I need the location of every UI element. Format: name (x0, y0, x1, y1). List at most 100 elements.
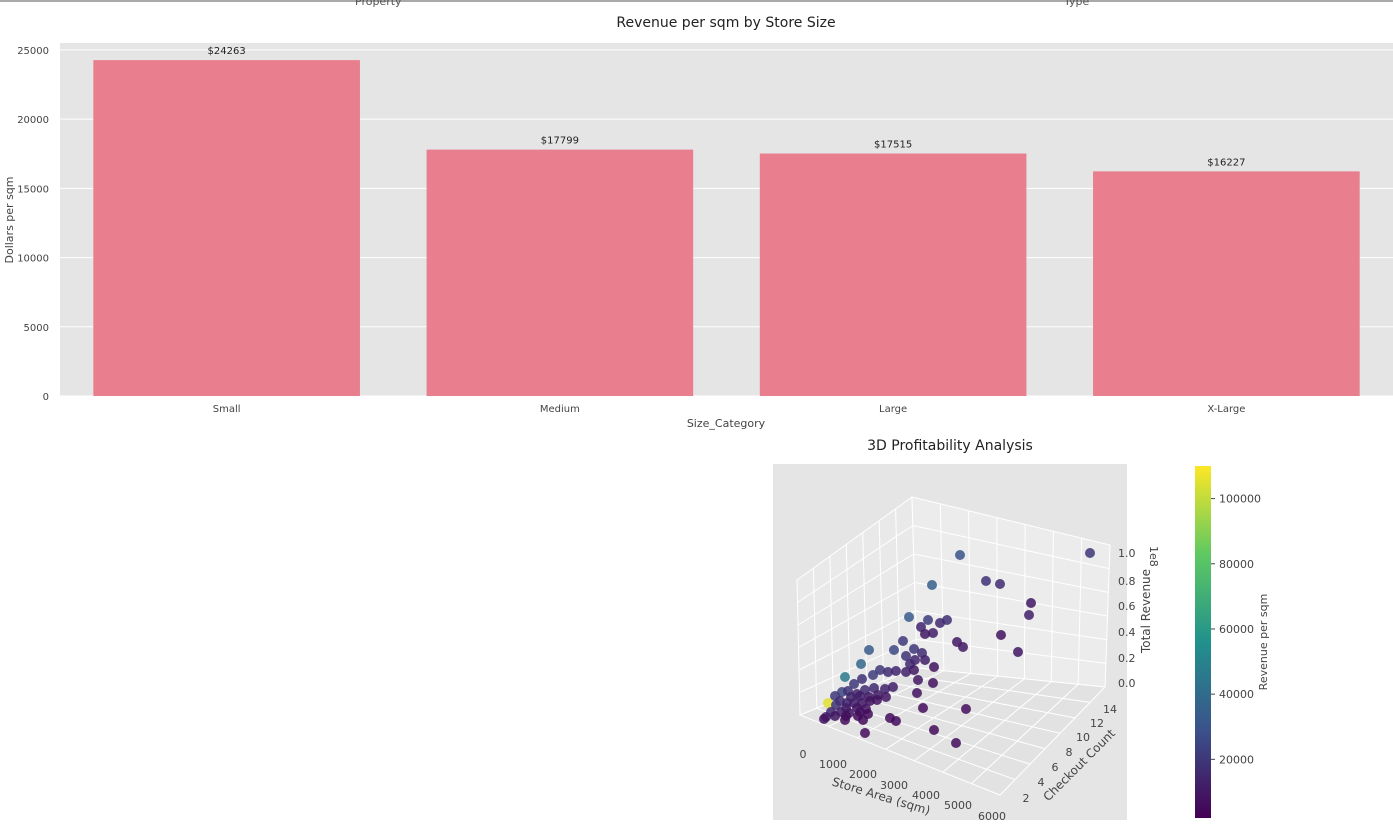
scatter-point (935, 618, 945, 628)
bar-x-tick-label: X-Large (1207, 404, 1245, 415)
pane-gridline (885, 675, 998, 750)
scatter-point (929, 662, 939, 672)
scatter-point (872, 695, 882, 705)
scatter-point (909, 665, 919, 675)
bar-x-tick-label: Medium (540, 404, 580, 415)
y-tick: 10 (1076, 731, 1090, 744)
scatter-point (831, 700, 841, 710)
scatter-point (1026, 598, 1036, 608)
bar-y-ticks: 0 5000 10000 15000 20000 25000 (17, 46, 49, 403)
scatter-point (875, 665, 885, 675)
pane-gridline (971, 683, 1079, 784)
bar-x-ticks: Small Medium Large X-Large (213, 404, 1246, 415)
bar-y-tick-label: 5000 (24, 323, 49, 334)
bar-data-label: $17515 (874, 140, 912, 151)
scatter-point (881, 692, 891, 702)
scatter-point (868, 670, 878, 680)
pane-gridline (913, 553, 1109, 593)
z-axis-label: Total Revenue (1139, 569, 1153, 654)
pane-gridline (798, 582, 915, 648)
bar-series: $24263 $17799 $17515 $16227 (93, 46, 1360, 396)
colorbar-ticks: 20000 40000 60000 80000 100000 (1211, 493, 1261, 766)
bar-y-tick-label: 0 (43, 392, 49, 403)
x-tick-labels: 0 1000 2000 3000 4000 5000 6000 (800, 748, 1007, 823)
bar-y-tick-label: 15000 (17, 184, 49, 195)
scatter-point (891, 716, 901, 726)
bar-x-axis-label: Size_Category (687, 417, 766, 430)
scatter-point (923, 615, 933, 625)
pane-gridline (912, 525, 1110, 570)
scatter-point (858, 715, 868, 725)
colorbar-tick-label: 40000 (1219, 688, 1254, 701)
scatter-point (920, 629, 930, 639)
y-tick: 2 (1023, 792, 1030, 805)
z-tick: 0.2 (1118, 652, 1136, 665)
z-tick: 0.6 (1118, 600, 1136, 613)
scatter-point (961, 704, 971, 714)
bar (1093, 171, 1360, 396)
x-tick: 2000 (849, 768, 877, 781)
bar-data-label: $17799 (541, 136, 579, 147)
y-tick-labels: 2 4 6 8 10 12 14 (1023, 703, 1118, 805)
scatter-points (819, 548, 1095, 748)
bar-chart: Revenue per sqm by Store Size 0 5000 10000… (3, 15, 1393, 430)
scatter-point (1024, 610, 1034, 620)
scatter-point (904, 612, 914, 622)
scatter-point (927, 580, 937, 590)
x-tick: 3000 (880, 779, 908, 792)
bar-chart-title: Revenue per sqm by Store Size (616, 15, 835, 31)
x-tick: 1000 (819, 758, 847, 771)
clipped-axis-label-left: Property (355, 0, 402, 8)
colorbar-tick-label: 20000 (1219, 753, 1254, 766)
pane-gridline (850, 694, 1046, 750)
bar-x-tick-label: Large (879, 404, 907, 415)
scatter-point (913, 675, 923, 685)
bar (759, 153, 1027, 396)
scatter-point (864, 645, 874, 655)
scatter-point (857, 674, 867, 684)
scatter-point (883, 667, 893, 677)
pane-gridline (797, 525, 914, 603)
pane-gridline (883, 680, 1076, 719)
scatter-point (912, 688, 922, 698)
z-tick: 0.0 (1118, 677, 1136, 690)
top-border (0, 0, 1393, 2)
y-tick: 12 (1090, 717, 1104, 730)
scatter-point (955, 550, 965, 560)
y-tick: 6 (1052, 761, 1059, 774)
scatter-point (920, 655, 930, 665)
z-tick: 1.0 (1118, 547, 1136, 560)
scatter-point (819, 714, 829, 724)
y-tick: 8 (1066, 746, 1073, 759)
scatter-point (889, 645, 899, 655)
colorbar (1195, 466, 1211, 818)
scatter-point (1013, 647, 1023, 657)
scatter-point (981, 576, 991, 586)
pane-gridline (798, 610, 916, 671)
scatter-point (891, 666, 901, 676)
x-tick: 5000 (944, 799, 972, 812)
x-tick: 0 (800, 748, 807, 761)
pane-gridline (914, 582, 1108, 617)
colorbar-tick-label: 80000 (1219, 558, 1254, 571)
bar-y-axis-label: Dollars per sqm (3, 176, 16, 263)
z-tick: 0.4 (1118, 626, 1136, 639)
pane-gridline (797, 553, 914, 626)
scatter-point (996, 630, 1006, 640)
scatter-point (958, 642, 968, 652)
scatter-point (856, 659, 866, 669)
scatter-point (840, 715, 850, 725)
bar (93, 60, 360, 396)
scatter-point (901, 651, 911, 661)
bar-y-tick-label: 20000 (17, 115, 49, 126)
scatter-point (888, 682, 898, 692)
scatter-point (830, 711, 840, 721)
scatter-point (995, 579, 1005, 589)
y-tick: 14 (1103, 703, 1117, 716)
x-tick: 4000 (912, 789, 940, 802)
scatter-point (1085, 548, 1095, 558)
scatter-point (898, 636, 908, 646)
scatter-point (909, 644, 919, 654)
scatter-point (928, 628, 938, 638)
